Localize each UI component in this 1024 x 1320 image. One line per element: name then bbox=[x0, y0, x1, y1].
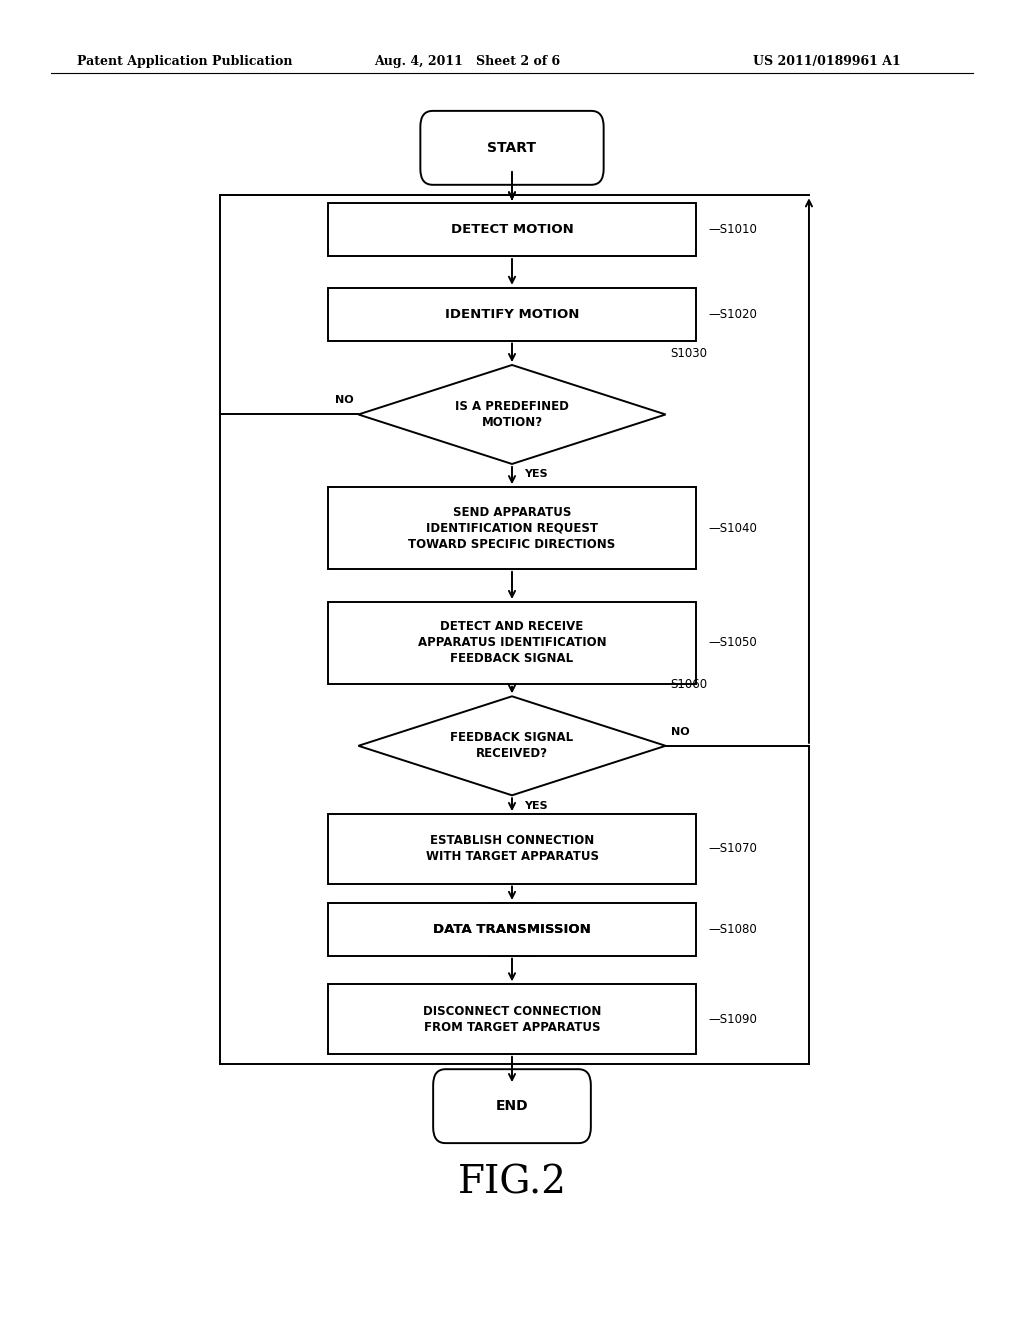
Text: US 2011/0189961 A1: US 2011/0189961 A1 bbox=[753, 55, 900, 69]
Text: —S1090: —S1090 bbox=[709, 1012, 758, 1026]
Text: END: END bbox=[496, 1100, 528, 1113]
Text: DATA TRANSMISSION: DATA TRANSMISSION bbox=[433, 923, 591, 936]
Text: —S1010: —S1010 bbox=[709, 223, 758, 236]
Text: S1060: S1060 bbox=[671, 678, 708, 692]
Text: DISCONNECT CONNECTION
FROM TARGET APPARATUS: DISCONNECT CONNECTION FROM TARGET APPARA… bbox=[423, 1005, 601, 1034]
Text: DATA TRANSMISSION: DATA TRANSMISSION bbox=[433, 923, 591, 936]
Text: —S1040: —S1040 bbox=[709, 521, 758, 535]
Bar bbox=[328, 487, 696, 569]
Text: —S1020: —S1020 bbox=[709, 308, 758, 321]
Text: IDENTIFY MOTION: IDENTIFY MOTION bbox=[444, 308, 580, 321]
Bar bbox=[328, 288, 696, 341]
Text: START: START bbox=[487, 141, 537, 154]
Text: SEND APPARATUS
IDENTIFICATION REQUEST
TOWARD SPECIFIC DIRECTIONS: SEND APPARATUS IDENTIFICATION REQUEST TO… bbox=[409, 506, 615, 550]
Text: S1030: S1030 bbox=[671, 347, 708, 359]
Text: —S1070: —S1070 bbox=[709, 842, 758, 855]
Text: ESTABLISH CONNECTION
WITH TARGET APPARATUS: ESTABLISH CONNECTION WITH TARGET APPARAT… bbox=[426, 834, 598, 863]
Bar bbox=[328, 903, 696, 956]
Polygon shape bbox=[358, 364, 666, 463]
Text: NO: NO bbox=[335, 395, 353, 405]
Text: —S1050: —S1050 bbox=[709, 636, 758, 649]
Text: DETECT AND RECEIVE
APPARATUS IDENTIFICATION
FEEDBACK SIGNAL: DETECT AND RECEIVE APPARATUS IDENTIFICAT… bbox=[418, 620, 606, 665]
Text: FIG.2: FIG.2 bbox=[458, 1164, 566, 1201]
Bar bbox=[328, 602, 696, 684]
Polygon shape bbox=[358, 697, 666, 795]
Bar bbox=[328, 814, 696, 883]
Text: DETECT MOTION: DETECT MOTION bbox=[451, 223, 573, 236]
Bar bbox=[489, 903, 535, 956]
Bar bbox=[328, 203, 696, 256]
FancyBboxPatch shape bbox=[420, 111, 603, 185]
Text: Aug. 4, 2011   Sheet 2 of 6: Aug. 4, 2011 Sheet 2 of 6 bbox=[374, 55, 560, 69]
Bar bbox=[328, 985, 696, 1053]
Text: YES: YES bbox=[524, 469, 548, 479]
Text: NO: NO bbox=[671, 726, 689, 737]
Text: —S1080: —S1080 bbox=[709, 923, 758, 936]
Text: YES: YES bbox=[524, 800, 548, 810]
Text: Patent Application Publication: Patent Application Publication bbox=[77, 55, 292, 69]
Text: IS A PREDEFINED
MOTION?: IS A PREDEFINED MOTION? bbox=[455, 400, 569, 429]
Text: FEEDBACK SIGNAL
RECEIVED?: FEEDBACK SIGNAL RECEIVED? bbox=[451, 731, 573, 760]
FancyBboxPatch shape bbox=[433, 1069, 591, 1143]
